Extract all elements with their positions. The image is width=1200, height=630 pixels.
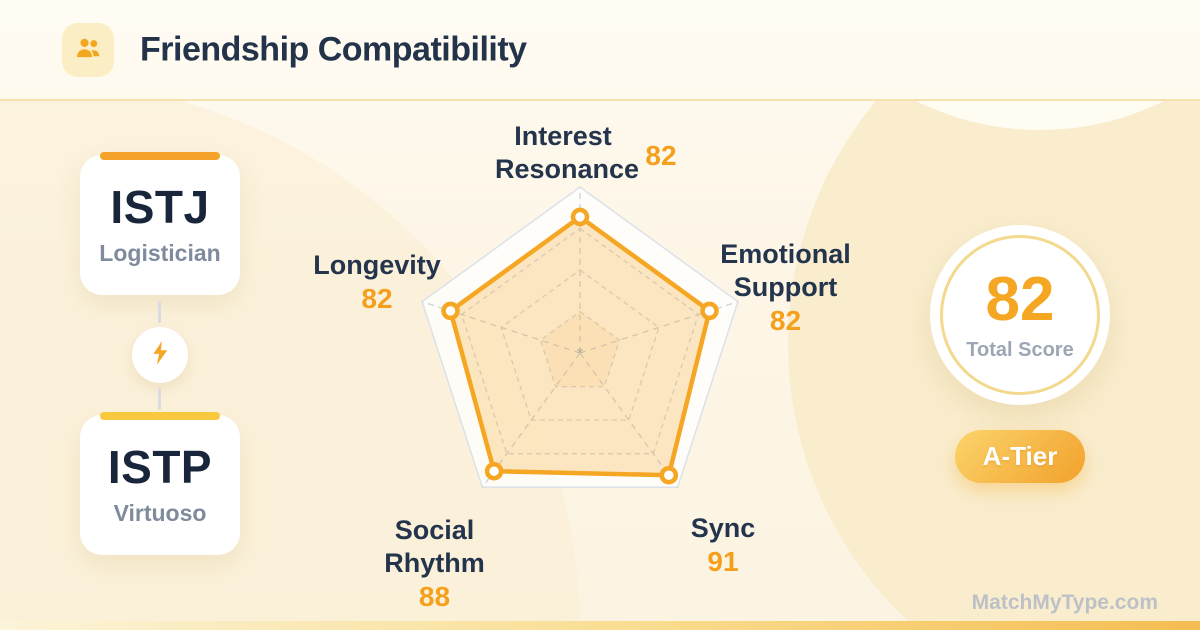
axis-label: Interest Resonance bbox=[495, 121, 640, 184]
users-icon bbox=[74, 35, 102, 66]
axis-interest-resonance: Interest Resonance 82 bbox=[495, 120, 677, 186]
axis-longevity: Longevity 82 bbox=[298, 249, 456, 315]
axis-value: 88 bbox=[418, 581, 451, 612]
bottom-accent-strip bbox=[0, 621, 1200, 630]
axis-emotional-support: Emotional Support 82 bbox=[708, 238, 863, 337]
connector-line-lower bbox=[158, 388, 161, 410]
mbti-card-istp: ISTP Virtuoso bbox=[80, 412, 240, 555]
mbti-code-left: ISTJ bbox=[110, 181, 210, 234]
svg-text:*: * bbox=[577, 344, 584, 363]
page-title: Friendship Compatibility bbox=[140, 30, 527, 68]
watermark: MatchMyType.com bbox=[971, 591, 1158, 614]
axis-sync: Sync 91 bbox=[653, 512, 793, 578]
radar-chart: * bbox=[421, 186, 739, 489]
axis-label: Longevity bbox=[313, 250, 441, 280]
mbti-code-right: ISTP bbox=[107, 441, 213, 494]
score-ring bbox=[940, 235, 1100, 395]
card-accent-bar bbox=[100, 152, 220, 160]
lightning-bolt-icon bbox=[149, 340, 171, 371]
axis-label: Sync bbox=[690, 513, 756, 543]
mbti-name-right: Virtuoso bbox=[113, 499, 207, 526]
axis-label: Social Rhythm bbox=[384, 515, 485, 578]
mbti-card-istj: ISTJ Logistician bbox=[80, 152, 240, 295]
axis-value: 82 bbox=[769, 305, 802, 336]
total-score-circle: 82 Total Score bbox=[930, 225, 1110, 405]
axis-value: 82 bbox=[361, 283, 393, 314]
axis-value: 91 bbox=[707, 546, 739, 577]
axis-value: 82 bbox=[645, 140, 677, 171]
tier-badge[interactable]: A-Tier bbox=[955, 430, 1085, 483]
connector-line-upper bbox=[158, 301, 161, 323]
mbti-name-left: Logistician bbox=[99, 239, 221, 266]
header: Friendship Compatibility bbox=[0, 0, 1200, 101]
axis-label: Emotional Support bbox=[720, 239, 851, 302]
axis-social-rhythm: Social Rhythm 88 bbox=[342, 514, 527, 613]
card-accent-bar bbox=[100, 412, 220, 420]
connector-badge bbox=[132, 327, 188, 383]
header-icon-box bbox=[62, 23, 114, 77]
